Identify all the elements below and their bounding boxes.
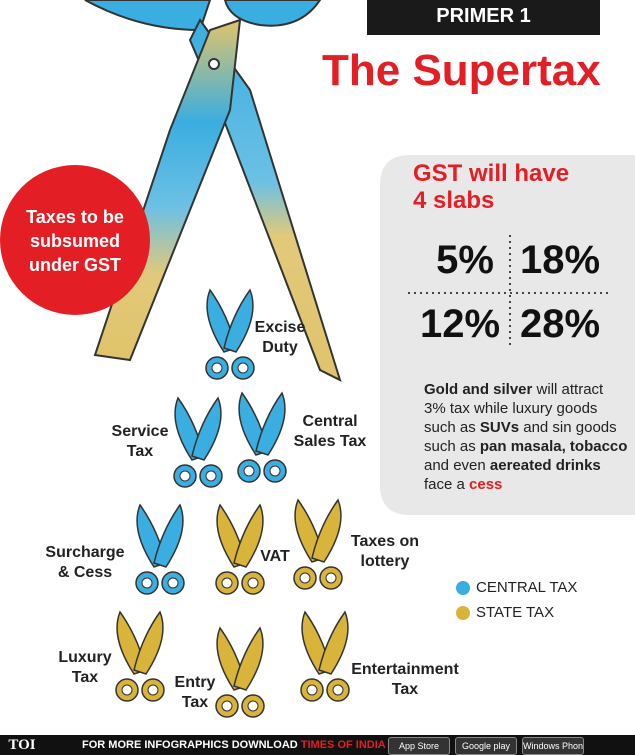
blade xyxy=(233,503,264,568)
title: The Supertax xyxy=(322,46,601,95)
footer-cta: FOR MORE INFOGRAPHICS DOWNLOAD xyxy=(82,739,298,751)
store-badge[interactable]: Google play xyxy=(455,737,517,755)
slab-rate: 18% xyxy=(519,238,601,282)
legend-label: STATE TAX xyxy=(476,604,555,621)
ring-hole xyxy=(247,577,259,589)
tax-label: Entry Tax xyxy=(174,674,216,711)
footer-app: TIMES OF INDIA APP xyxy=(300,739,411,751)
legend-swatch xyxy=(456,581,470,595)
ring-hole xyxy=(121,684,133,696)
tax-label: VAT xyxy=(260,548,290,565)
badge: Taxes to be subsumed under GST xyxy=(26,207,124,275)
slab-rate: 12% xyxy=(419,302,501,346)
ring-hole xyxy=(243,465,255,477)
brand: TOI xyxy=(8,737,36,753)
slab-rate: 5% xyxy=(436,238,494,282)
note-segment: will attract 3% tax while luxury goods s… xyxy=(424,381,604,436)
blade xyxy=(255,391,286,456)
kicker: PRIMER 1 xyxy=(436,5,531,27)
store-badge[interactable]: App Store xyxy=(388,737,450,755)
ring-hole xyxy=(269,465,281,477)
ring-hole xyxy=(247,700,259,712)
ring-hole xyxy=(205,470,217,482)
note-segment: and sin goods such as xyxy=(424,419,617,455)
footer-text: FOR MORE INFOGRAPHICS DOWNLOAD TIMES OF … xyxy=(82,739,411,751)
blade xyxy=(223,288,254,353)
tax-label: Taxes on lottery xyxy=(350,533,420,570)
slab-rate: 28% xyxy=(519,302,601,346)
note-segment: SUVs xyxy=(479,419,520,436)
blade xyxy=(153,503,184,568)
note-segment: and even xyxy=(424,457,490,474)
note-segment: face a xyxy=(424,476,470,493)
note-segment: Gold and silver xyxy=(424,381,533,398)
note-segment: aereated drinks xyxy=(489,457,601,474)
ring-hole xyxy=(306,684,318,696)
ring-hole xyxy=(237,362,249,374)
ring-hole xyxy=(221,577,233,589)
note-segment: cess xyxy=(469,476,503,493)
ring-hole xyxy=(221,700,233,712)
ring-hole xyxy=(147,684,159,696)
blade xyxy=(318,610,349,675)
tax-label: Central Sales Tax xyxy=(293,413,367,450)
blade xyxy=(191,396,222,461)
tax-label: Service Tax xyxy=(111,423,169,460)
ring-hole xyxy=(211,362,223,374)
ring-hole xyxy=(325,572,337,584)
tax-label: Luxury Tax xyxy=(58,649,112,686)
tax-label: Excise Duty xyxy=(254,319,306,356)
slabs-note: Gold and silver will attract 3% tax whil… xyxy=(424,380,629,494)
ring-hole xyxy=(332,684,344,696)
slabs-title: GST will have 4 slabs xyxy=(413,160,570,214)
store-badge[interactable]: Windows Phone xyxy=(522,737,584,755)
blade xyxy=(311,498,342,563)
ring-hole xyxy=(179,470,191,482)
blade xyxy=(133,610,164,675)
ring-hole xyxy=(141,577,153,589)
legend-swatch xyxy=(456,606,470,620)
ring-hole xyxy=(299,572,311,584)
ring-hole xyxy=(167,577,179,589)
note-segment: pan masala, tobacco xyxy=(479,438,628,455)
legend-label: CENTRAL TAX xyxy=(476,579,578,596)
tax-label: Entertainment Tax xyxy=(351,661,459,698)
tax-label: Surcharge & Cess xyxy=(45,544,125,581)
blade xyxy=(233,626,264,691)
